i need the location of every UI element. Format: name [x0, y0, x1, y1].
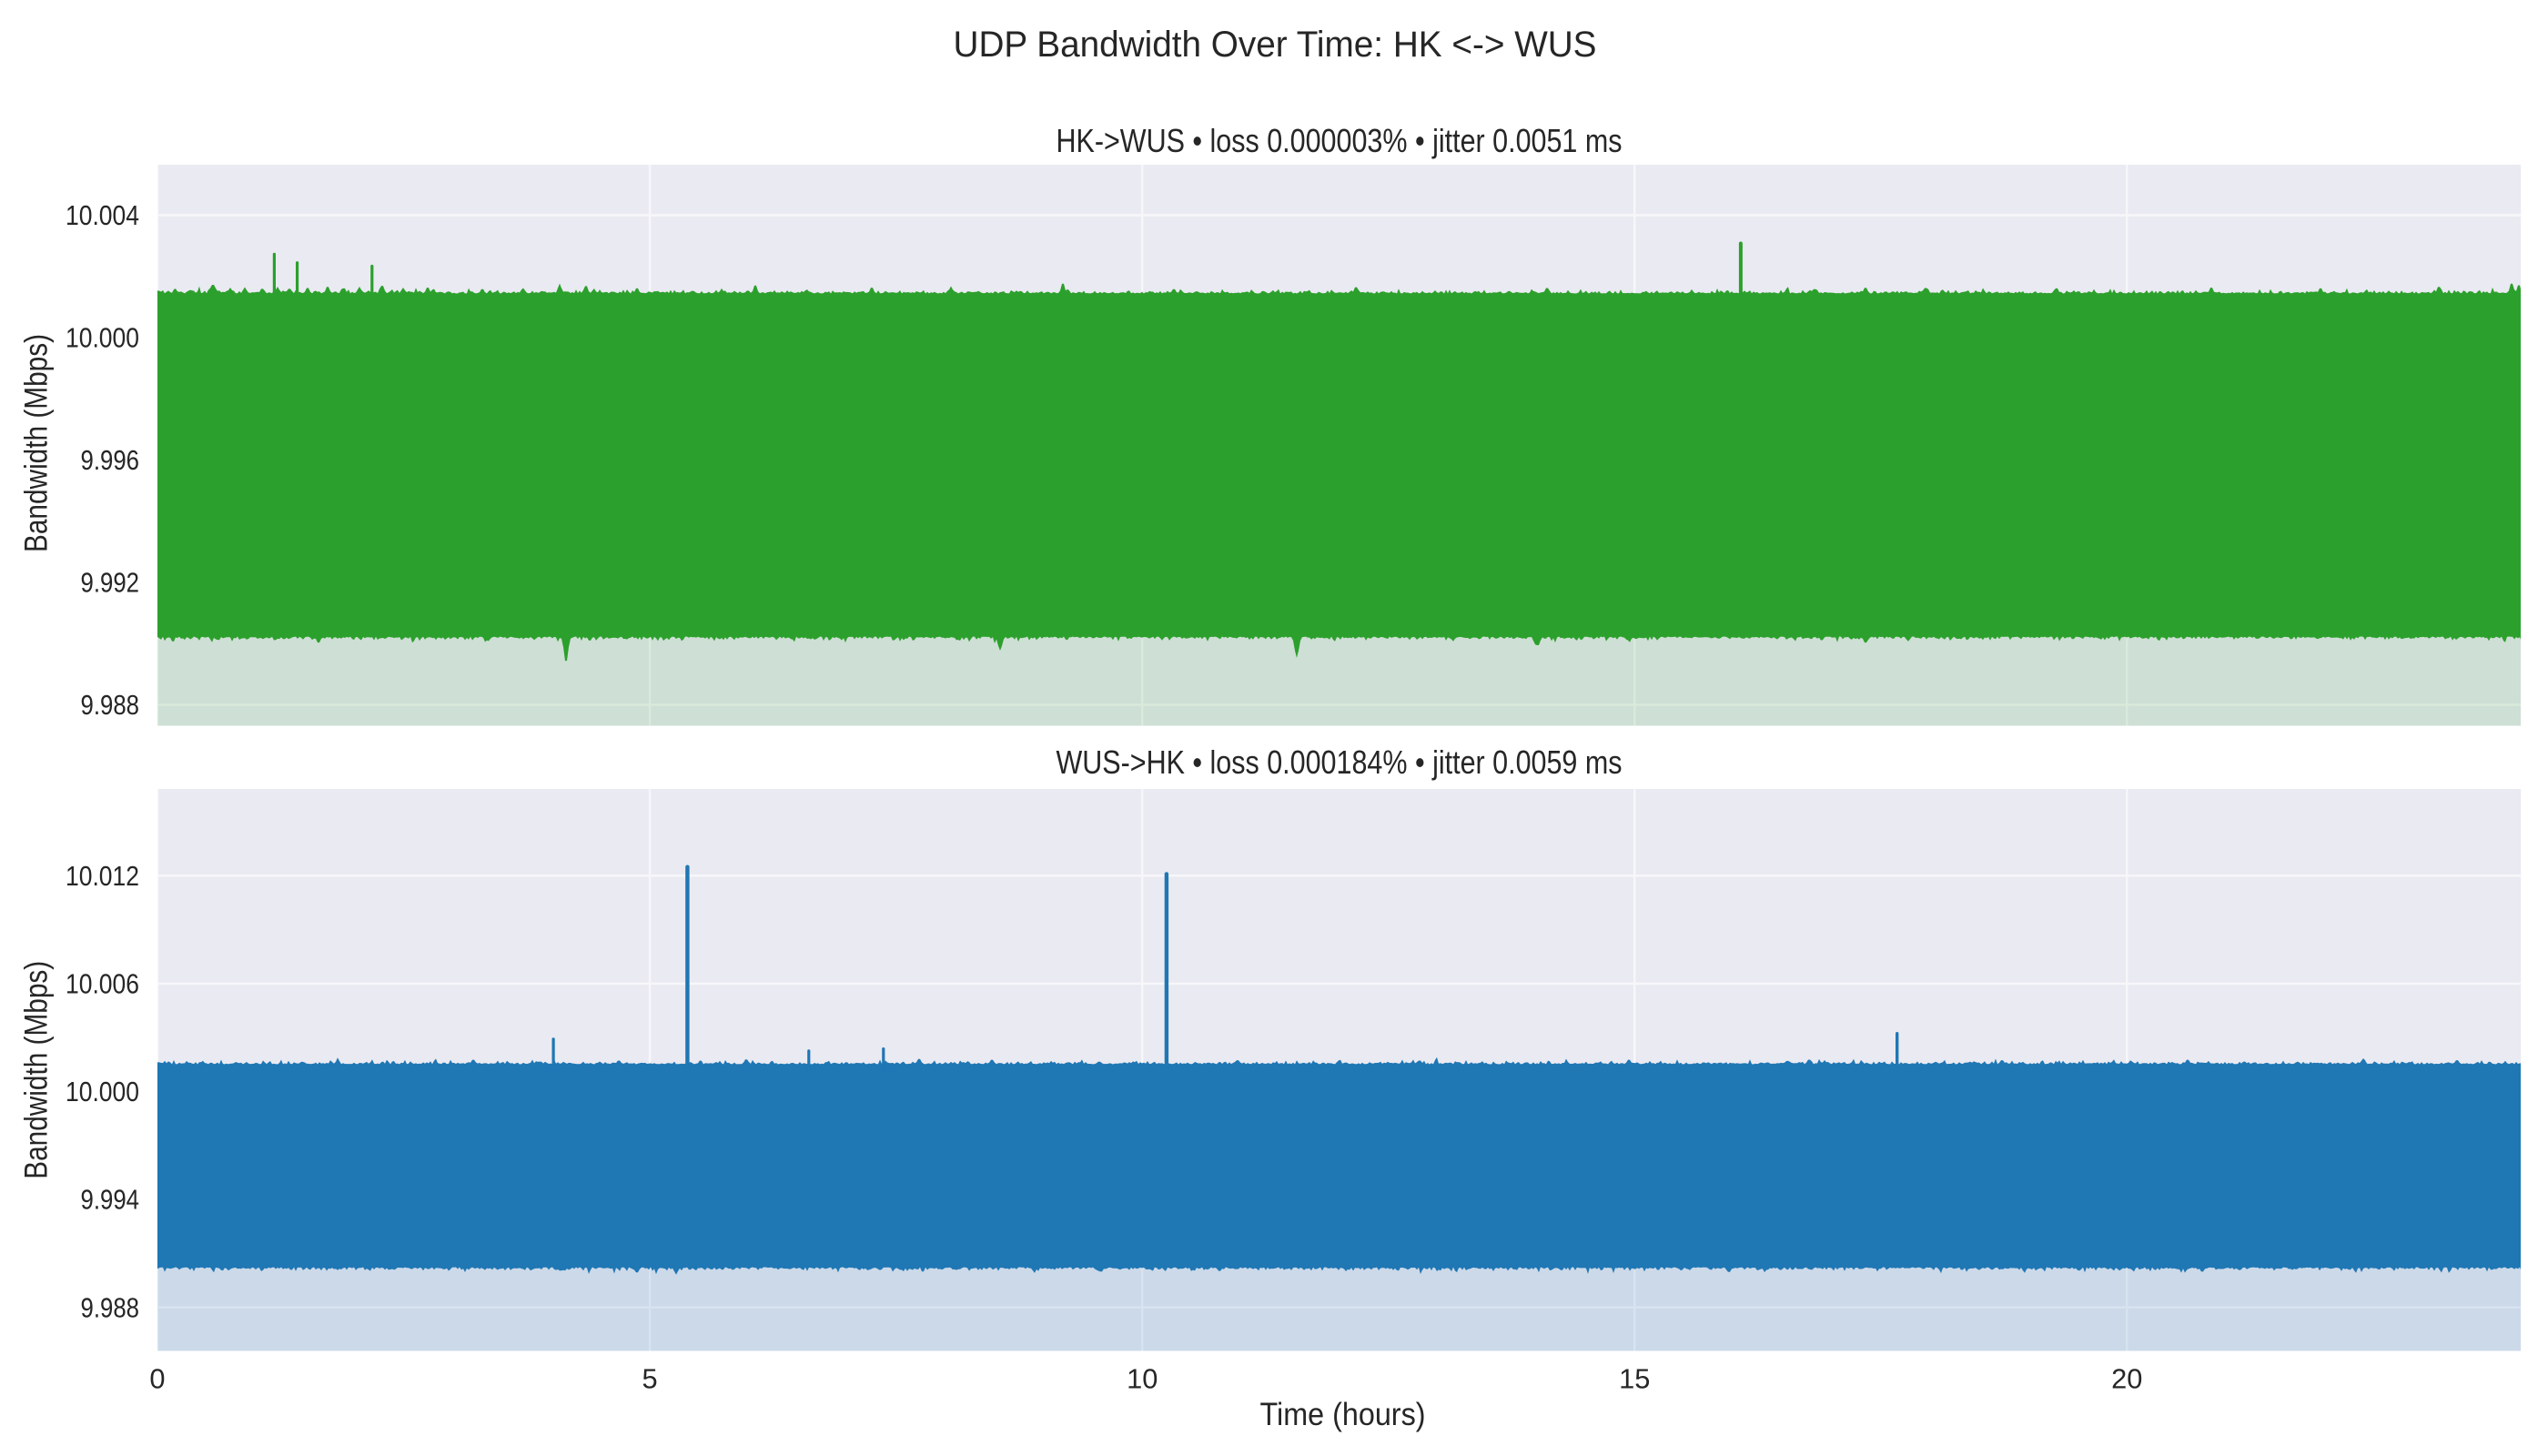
svg-text:UDP Bandwidth Over Time: HK <-: UDP Bandwidth Over Time: HK <-> WUS [954, 24, 1597, 65]
svg-text:HK->WUS • loss 0.000003% • jit: HK->WUS • loss 0.000003% • jitter 0.0051… [1057, 123, 1623, 159]
svg-text:10: 10 [1127, 1363, 1158, 1395]
svg-text:10.006: 10.006 [66, 968, 139, 1000]
svg-text:Bandwidth (Mbps): Bandwidth (Mbps) [18, 334, 54, 552]
svg-text:15: 15 [1619, 1363, 1650, 1395]
svg-text:20: 20 [2111, 1363, 2142, 1395]
svg-text:10.012: 10.012 [66, 860, 139, 892]
svg-text:9.996: 9.996 [81, 444, 140, 476]
svg-text:9.994: 9.994 [81, 1184, 140, 1216]
svg-text:Bandwidth (Mbps): Bandwidth (Mbps) [18, 961, 54, 1179]
svg-text:9.988: 9.988 [81, 689, 140, 721]
svg-text:Time (hours): Time (hours) [1260, 1397, 1426, 1432]
svg-text:5: 5 [642, 1363, 658, 1395]
svg-text:10.000: 10.000 [66, 1076, 139, 1107]
svg-text:9.988: 9.988 [81, 1291, 140, 1323]
svg-text:9.992: 9.992 [81, 567, 140, 599]
svg-text:WUS->HK • loss 0.000184% • jit: WUS->HK • loss 0.000184% • jitter 0.0059… [1057, 744, 1623, 781]
svg-text:10.000: 10.000 [66, 322, 139, 354]
svg-text:10.004: 10.004 [66, 199, 139, 231]
svg-text:0: 0 [149, 1363, 165, 1395]
